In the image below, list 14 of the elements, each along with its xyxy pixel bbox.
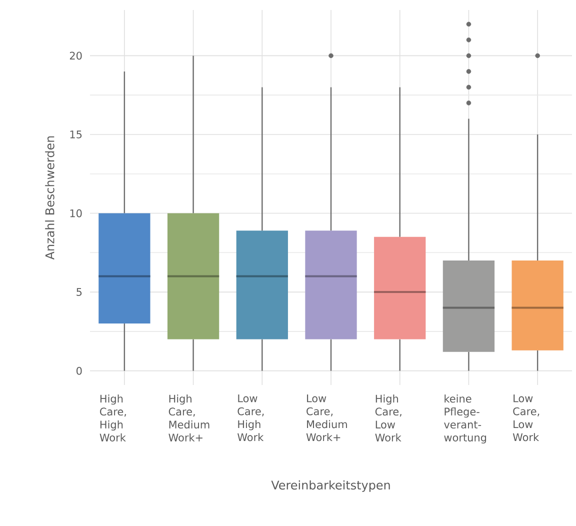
y-tick-label: 15 [70, 130, 82, 138]
y-tick-label: 20 [70, 52, 82, 60]
x-tick-label: Low Care, Low Work [512, 394, 540, 442]
x-tick-label: keine Pflege-verant-wortung [444, 394, 486, 444]
x-tick-label: High Care, High Work [100, 394, 126, 442]
y-axis-title: Anzahl Beschwerden [45, 136, 54, 260]
x-tick-label: Low Care, Medium Work+ [306, 394, 347, 442]
x-axis-title: Vereinbarkeitstypen [271, 480, 390, 492]
y-tick-label: 10 [70, 209, 82, 218]
x-tick-label: High Care, Low Work [375, 394, 402, 442]
y-tick-label: 0 [76, 366, 82, 375]
x-tick-label: Low Care, High Work [237, 394, 264, 442]
y-tick-label: 5 [76, 288, 82, 296]
x-tick-label: High Care, Medium Work+ [168, 394, 210, 442]
